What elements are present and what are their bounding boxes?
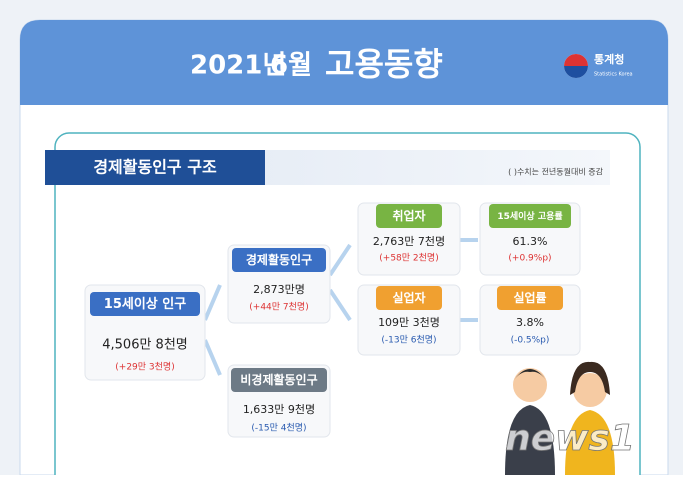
- node-label-box: [376, 286, 442, 310]
- node-label-box: [231, 368, 327, 392]
- node-value: 61.3%: [513, 235, 548, 248]
- node-value: 3.8%: [516, 316, 544, 329]
- logo-mark: [564, 54, 588, 66]
- node-label: 실업자: [392, 290, 425, 305]
- node-label: 15세이상 고용률: [497, 210, 562, 222]
- node-label-box: [489, 204, 571, 228]
- node-change: (+44만 7천명): [249, 302, 308, 313]
- node-label-box: [497, 286, 563, 310]
- header-banner: [20, 20, 668, 105]
- node-change: (+58만 2천명): [379, 253, 438, 264]
- node-value: 109만 3천명: [378, 315, 440, 329]
- node-value: 1,633만 9천명: [243, 402, 315, 416]
- node-change: (+0.9%p): [508, 254, 551, 264]
- section-note: ( )수치는 전년동월대비 증감: [508, 167, 603, 177]
- node-label-box: [376, 204, 442, 228]
- section-title: 경제활동인구 구조: [93, 158, 217, 177]
- node-label: 15세이상 인구: [104, 296, 186, 312]
- logo-subtext: Statistics Korea: [594, 72, 633, 78]
- connectors: [203, 238, 478, 376]
- node-change: (+29만 3천명): [115, 362, 174, 373]
- node-change: (-13만 6천명): [381, 335, 436, 346]
- node-label: 취업자: [392, 208, 425, 223]
- node-label: 실업률: [513, 290, 546, 305]
- node-value: 2,763만 7천명: [373, 234, 445, 248]
- node-change: (-0.5%p): [511, 336, 550, 346]
- section-title-box: [45, 150, 265, 185]
- logo-mark: [564, 66, 588, 78]
- characters: [505, 361, 615, 475]
- title-main: 고용동향: [325, 45, 443, 83]
- node-change: (-15만 4천명): [251, 423, 306, 434]
- title-year: 2021년: [190, 51, 286, 81]
- node-value: 2,873만명: [253, 283, 305, 296]
- logo-text: 통계청: [594, 52, 624, 66]
- node-label-box: [232, 248, 326, 272]
- title-month: 6월: [270, 51, 312, 81]
- watermark: news1: [505, 418, 635, 459]
- node-label: 비경제활동인구: [240, 372, 317, 387]
- node-value: 4,506만 8천명: [102, 338, 188, 353]
- node-label: 경제활동인구: [246, 252, 312, 267]
- node-label-box: [90, 292, 200, 316]
